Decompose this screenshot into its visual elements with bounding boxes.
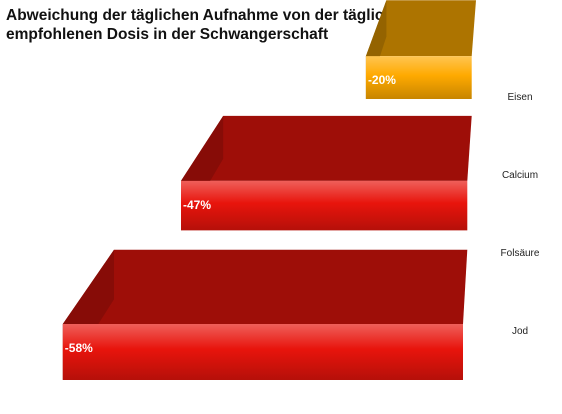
category-label: Eisen [507,92,532,103]
bar-face [181,180,468,231]
bar-top [62,249,468,324]
bar-face [365,56,472,99]
bar [62,249,468,380]
bar [365,0,476,100]
bar [181,115,472,231]
category-label: Calcium [502,170,538,181]
category-label: Jod [512,326,528,337]
data-label: -47% [183,198,211,212]
bar-face [62,324,464,380]
bar-top [181,115,472,181]
bar-top [365,0,476,57]
data-label: -20% [368,73,396,87]
category-label: Folsäure [501,248,540,259]
data-label: -58% [65,341,93,355]
chart-title: Abweichung der täglichen Aufnahme von de… [6,7,393,43]
bars-layer [62,0,476,380]
labels-layer: -60%-50%-40%-30%-20%-10%0%-13%Eisen-20%C… [65,73,540,355]
